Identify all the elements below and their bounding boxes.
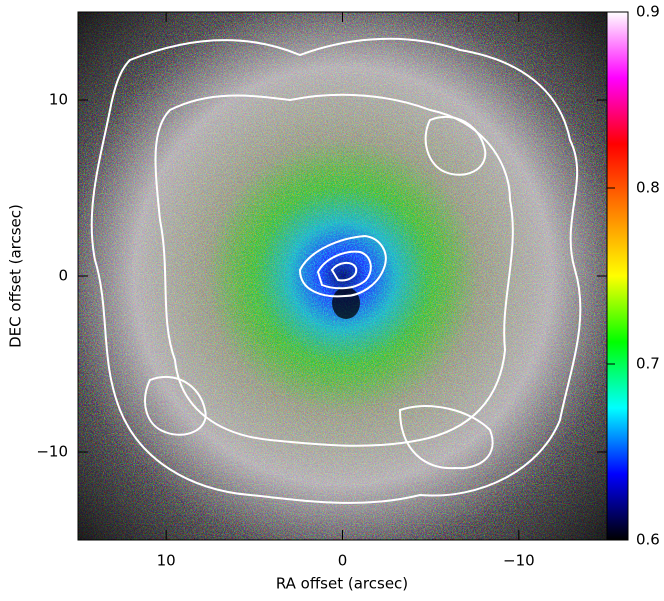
image-noise (78, 12, 607, 540)
x-tick-label: 0 (338, 552, 348, 570)
colorbar-tick-label: 0.9 (636, 3, 660, 21)
colorbar (606, 11, 629, 541)
x-tick-label: −10 (503, 552, 535, 570)
image (78, 12, 607, 540)
colorbar-tick-label: 0.6 (636, 531, 660, 549)
y-axis-title: DEC offset (arcsec) (7, 204, 25, 348)
y-tick-label: 0 (58, 267, 68, 285)
y-tick-label: 10 (49, 91, 68, 109)
y-tick-label: −10 (36, 443, 68, 461)
x-tick-label: 10 (157, 552, 176, 570)
colorbar-tick-label: 0.7 (636, 355, 660, 373)
x-axis-title: RA offset (arcsec) (276, 575, 408, 593)
contours (90, 37, 582, 504)
dark-core (332, 287, 360, 319)
colorbar-tick-label: 0.8 (636, 179, 660, 197)
